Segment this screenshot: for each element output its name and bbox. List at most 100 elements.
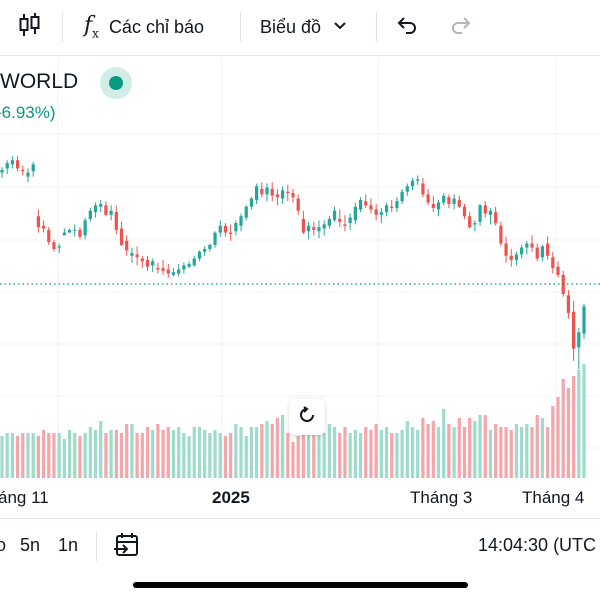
x-axis-label: áng 11 [0, 488, 49, 507]
volume-bar [36, 436, 40, 478]
candle-body [31, 164, 35, 172]
volume-bar [374, 424, 378, 478]
candle-body [114, 212, 118, 230]
volume-bar [499, 427, 503, 478]
candle-body [223, 225, 228, 233]
candle-body [166, 269, 170, 274]
volume-bar [281, 415, 285, 478]
price-change: -6.93%) [0, 103, 56, 122]
undo-button[interactable] [396, 8, 418, 46]
volume-bar [187, 436, 191, 478]
candle-body [296, 198, 300, 211]
indicators-button[interactable]: fx Các chỉ báo [84, 8, 204, 46]
candle-body [177, 269, 181, 274]
volume-bar [249, 427, 254, 478]
volume-bar [203, 430, 207, 478]
volume-bar [426, 424, 430, 478]
chart-style-button[interactable] [18, 8, 42, 46]
candle-body [374, 209, 378, 215]
candle-body [73, 229, 77, 231]
volume-bar [525, 424, 529, 478]
price-chart[interactable] [0, 57, 600, 517]
candle-body [452, 198, 456, 204]
toolbar-divider [376, 12, 377, 42]
candle-body [358, 199, 363, 210]
chart-pane[interactable] [0, 57, 600, 517]
candle-body [473, 223, 477, 225]
volume-bar [540, 418, 545, 478]
candle-body [504, 243, 508, 256]
volume-bar [577, 370, 581, 478]
candle-body [88, 210, 92, 219]
volume-bar [223, 436, 228, 478]
redo-button[interactable] [450, 8, 472, 46]
candles-icon [18, 12, 42, 43]
volume-bar [488, 430, 493, 478]
chart-type-button[interactable]: Biểu đồ [260, 8, 347, 46]
volume-bar [421, 418, 425, 478]
reset-chart-button[interactable] [289, 399, 325, 435]
volume-bar [462, 427, 467, 478]
volume-bar [556, 397, 560, 478]
volume-bar [10, 433, 14, 478]
volume-bar [177, 427, 181, 478]
volume-bar [343, 427, 347, 478]
candle-body [140, 258, 144, 262]
range-5y-button[interactable]: 5n [20, 535, 41, 555]
volume-bar [483, 415, 487, 478]
candle-body [395, 201, 399, 209]
range-1y-button[interactable]: 1n [58, 535, 79, 555]
candle-body [83, 220, 87, 236]
volume-bar [546, 427, 550, 478]
candle-body [52, 242, 56, 249]
candle-body [535, 247, 539, 259]
candle-body [582, 306, 586, 334]
candle-body [5, 163, 9, 169]
top-toolbar: fx Các chỉ báo Biểu đồ [0, 0, 600, 56]
volume-bar [145, 427, 150, 478]
candle-body [130, 253, 134, 256]
candle-body [99, 203, 103, 207]
candle-body [468, 216, 472, 228]
calendar-goto-icon [113, 533, 141, 563]
candle-body [78, 229, 82, 237]
volume-bar [93, 430, 98, 478]
volume-bar [535, 415, 539, 478]
candle-body [156, 268, 160, 270]
candle-body [572, 311, 576, 349]
candle-body [494, 212, 498, 224]
candlesticks [0, 156, 586, 370]
volume-bar [582, 364, 586, 478]
candle-body [312, 227, 316, 230]
go-to-date-button[interactable] [113, 531, 141, 564]
toolbar-divider [240, 12, 241, 42]
volume-bar [78, 436, 82, 478]
volume-bar [473, 421, 477, 478]
candle-body [104, 205, 108, 215]
volume-bar [338, 433, 342, 478]
candle-body [47, 229, 51, 243]
volume-bar [504, 427, 508, 478]
candle-body [286, 191, 290, 194]
range-button[interactable]: o [0, 535, 7, 555]
range-toolbar: o 5n 1n 14:04:30 (UTC [0, 518, 600, 570]
volume-bar [275, 418, 280, 478]
clock-timezone[interactable]: 14:04:30 (UTC [478, 535, 597, 555]
candle-body [488, 210, 493, 215]
volume-bar [296, 436, 300, 478]
candle-body [67, 229, 72, 233]
market-status-dot[interactable] [100, 67, 132, 99]
volume-bar [561, 379, 565, 478]
candle-body [21, 169, 25, 172]
candle-body [540, 246, 545, 258]
candle-body [577, 332, 581, 348]
volume-bar [109, 430, 113, 478]
candle-body [338, 218, 342, 222]
volume-bar [400, 430, 404, 478]
candle-body [36, 216, 40, 228]
candle-body [291, 193, 295, 198]
candle-body [478, 205, 482, 222]
candle-body [416, 179, 420, 181]
candle-body [364, 201, 368, 206]
candle-body [317, 227, 321, 232]
